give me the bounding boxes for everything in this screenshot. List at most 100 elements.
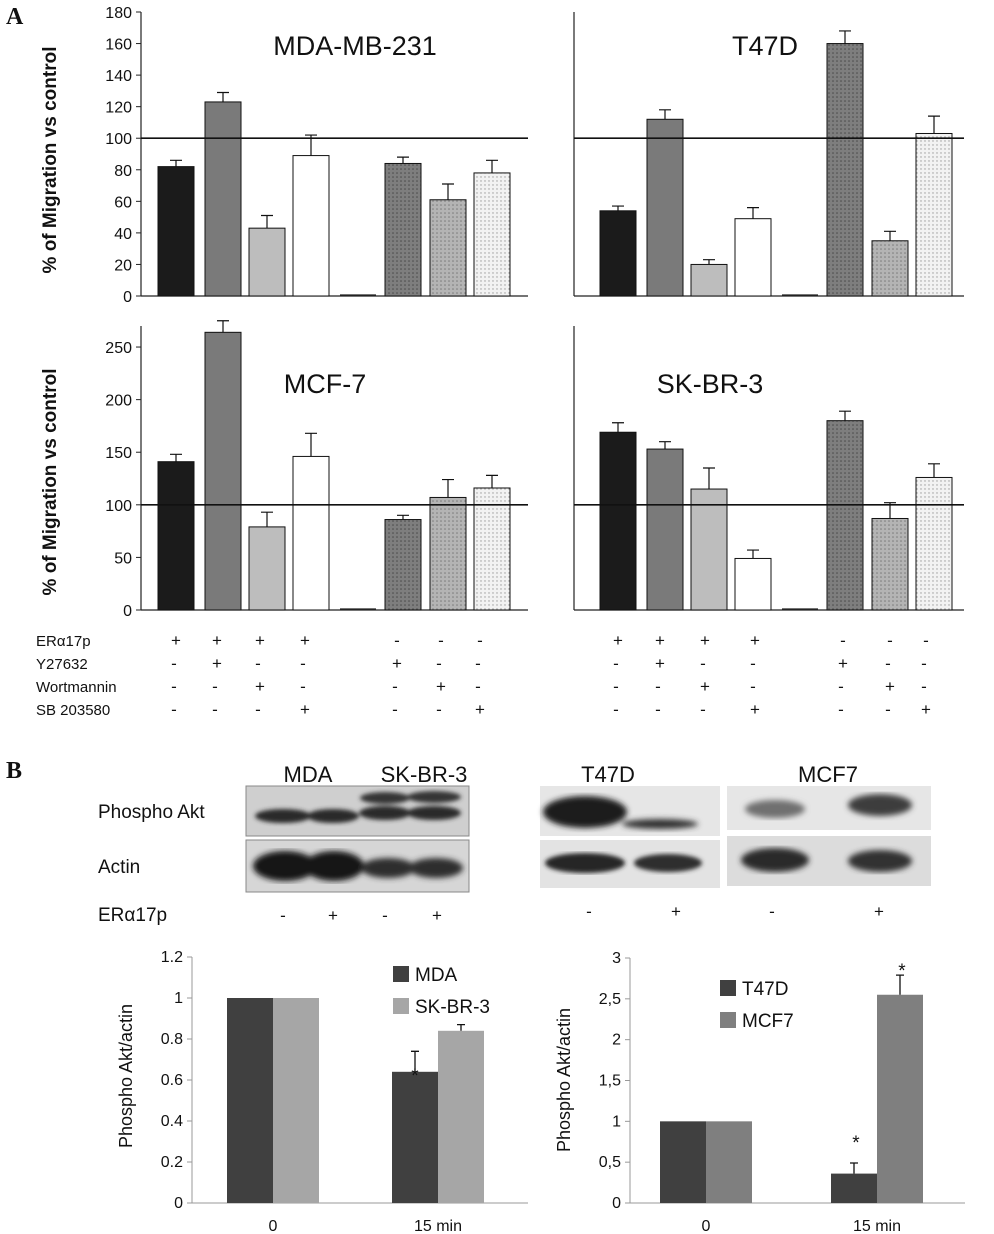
error-bar	[884, 230, 896, 241]
chart-title: SK-BR-3	[657, 369, 764, 399]
bar	[392, 1071, 438, 1203]
y-tick-label: 150	[105, 445, 132, 462]
western-blots: MDA SK-BR-3 T47D MCF7 Phospho Akt Actin …	[98, 762, 931, 926]
bar	[248, 526, 286, 611]
error-bar	[305, 432, 317, 457]
legend-label: T47D	[742, 979, 788, 1000]
condition-label-sb203580: SB 203580	[36, 702, 110, 719]
y-tick-label: 1	[612, 1113, 621, 1130]
condition-sign: -	[392, 677, 398, 696]
bar	[877, 994, 923, 1203]
bar	[204, 101, 242, 297]
condition-sign: -	[475, 654, 481, 673]
y-tick-label: 2,5	[599, 991, 621, 1008]
bar	[248, 227, 286, 297]
bar	[646, 118, 684, 297]
chart-mcf-7: MCF-7 % of Migration vs control 0 50 100 15…	[40, 320, 528, 620]
condition-sign: -	[212, 700, 218, 719]
bar	[734, 218, 772, 297]
condition-sign: -	[840, 631, 846, 650]
bar	[690, 263, 728, 297]
bar	[204, 331, 242, 611]
error-bar	[612, 422, 624, 433]
condition-sign: -	[613, 654, 619, 673]
lane-sign: +	[432, 906, 442, 925]
blot-t47d-phospho-akt	[540, 786, 720, 836]
y-tick-label: 60	[114, 194, 132, 211]
condition-sign: -	[921, 677, 927, 696]
error-bar	[659, 441, 671, 450]
condition-sign: +	[750, 700, 760, 719]
condition-sign: -	[885, 700, 891, 719]
y-tick-label: 1	[174, 990, 183, 1007]
bar	[429, 496, 467, 611]
bar	[473, 172, 511, 297]
blot-row-label-phospho-akt: Phospho Akt	[98, 802, 205, 823]
condition-sign: -	[655, 677, 661, 696]
y-axis-label: % of Migration vs control	[40, 47, 61, 274]
error-bar	[170, 453, 182, 462]
condition-table: ERα17p Y27632 Wortmannin SB 203580 + + + + +…	[36, 631, 931, 719]
lane-sign: -	[280, 906, 286, 925]
condition-sign: +	[300, 631, 310, 650]
lane-sign: -	[382, 906, 388, 925]
blot-treatment-label: ERα17p	[98, 905, 167, 926]
condition-sign: -	[700, 700, 706, 719]
error-bar	[839, 410, 851, 421]
bar	[915, 132, 953, 297]
panel-letter-a: A	[6, 4, 24, 30]
y-tick-label: 100	[105, 131, 132, 148]
condition-sign: +	[700, 677, 710, 696]
y-tick-label: 20	[114, 257, 132, 274]
bar	[599, 210, 637, 297]
bar	[438, 1030, 484, 1203]
error-bar	[411, 1050, 419, 1072]
error-bar	[170, 159, 182, 167]
y-tick-label: 0.2	[161, 1154, 183, 1171]
y-tick-label: 0	[174, 1195, 183, 1212]
error-bar	[442, 183, 454, 200]
condition-sign: -	[477, 631, 483, 650]
condition-label-y27632: Y27632	[36, 656, 88, 673]
y-tick-label: 0	[123, 289, 132, 306]
chart-sk-br-3: SK-BR-3	[573, 326, 964, 611]
bar	[273, 998, 319, 1203]
error-bar	[457, 1024, 465, 1031]
condition-sign: +	[171, 631, 181, 650]
y-tick-label: 250	[105, 340, 132, 357]
condition-sign: -	[750, 654, 756, 673]
y-tick-label: 2	[612, 1032, 621, 1049]
legend-label: SK-BR-3	[415, 997, 490, 1018]
lane-sign: +	[874, 902, 884, 921]
condition-sign: -	[255, 654, 261, 673]
lane-sign: -	[586, 902, 592, 921]
condition-label-wortmannin: Wortmannin	[36, 679, 117, 696]
blot-mcf7-phospho-akt	[727, 786, 931, 830]
bar	[690, 488, 728, 611]
error-bar	[612, 205, 624, 211]
y-tick-label: 160	[105, 37, 132, 54]
y-tick-label: 140	[105, 68, 132, 85]
legend-swatch	[720, 1012, 736, 1028]
condition-sign: -	[887, 631, 893, 650]
blot-title-sk-br-3: SK-BR-3	[381, 762, 468, 787]
y-tick-label: 120	[105, 100, 132, 117]
y-tick-label: 40	[114, 226, 132, 243]
error-bar	[217, 91, 229, 102]
y-tick-label: 1.2	[161, 949, 183, 966]
condition-sign: -	[300, 654, 306, 673]
x-tick-label: 0	[269, 1218, 278, 1234]
bar	[473, 487, 511, 611]
error-bar	[703, 467, 715, 490]
x-tick-label: 15 min	[414, 1218, 462, 1234]
y-axis-label: % of Migration vs control	[40, 369, 61, 596]
condition-sign: +	[300, 700, 310, 719]
error-bar	[261, 511, 273, 527]
bar	[706, 1121, 752, 1203]
blot-title-t47d: T47D	[581, 762, 635, 787]
condition-sign: +	[255, 631, 265, 650]
error-bar	[217, 320, 229, 333]
error-bar	[486, 159, 498, 173]
condition-sign: -	[613, 677, 619, 696]
bar	[660, 1121, 706, 1203]
